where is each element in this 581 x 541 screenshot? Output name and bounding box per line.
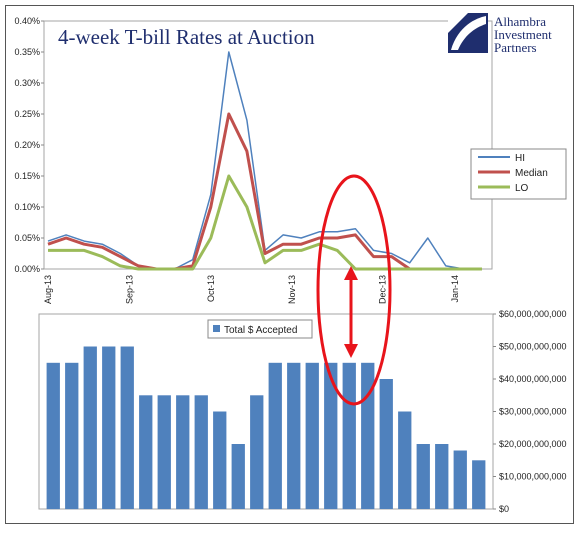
bar-y-tick-label: $40,000,000,000	[499, 374, 567, 384]
y-tick-label: 0.35%	[14, 47, 40, 57]
y-tick-label: 0.15%	[14, 171, 40, 181]
bar	[398, 411, 412, 509]
auction-legend: Total $ Accepted	[207, 319, 313, 339]
chart-frame: 4-week T-bill Rates at Auction Alhambra …	[5, 5, 574, 524]
auction-legend-box	[207, 319, 313, 339]
chart-canvas: 4-week T-bill Rates at Auction Alhambra …	[14, 13, 567, 514]
bar	[83, 346, 97, 509]
bar-y-tick-label: $30,000,000,000	[499, 407, 567, 417]
bar	[416, 444, 430, 509]
legend-label-total: Total $ Accepted	[224, 325, 297, 336]
logo-line-3: Partners	[494, 40, 537, 55]
bar	[342, 362, 356, 510]
rates-line-chart: 0.00% 0.05% 0.10% 0.15% 0.20% 0.25% 0.30% 0.35%…	[14, 16, 482, 304]
y-tick-label: 0.40%	[14, 16, 40, 26]
bar	[379, 379, 393, 509]
y-tick-label: 0.05%	[14, 233, 40, 243]
logo-notch-icon	[448, 13, 468, 33]
bar	[46, 362, 60, 510]
bar	[453, 450, 467, 509]
series-line-lo	[48, 174, 482, 271]
bar	[305, 362, 319, 510]
bar	[250, 395, 264, 510]
bar	[435, 444, 449, 509]
legend-label-median: Median	[515, 168, 548, 179]
bar-y-tick-label: $0	[499, 504, 509, 514]
legend-swatch-total	[213, 325, 220, 332]
bar	[472, 460, 486, 510]
x-tick-label: Nov-13	[287, 275, 297, 304]
arrow-down-icon	[344, 344, 358, 358]
x-tick-label: Aug-13	[43, 275, 53, 304]
y-tick-label: 0.00%	[14, 264, 40, 274]
bar	[213, 411, 227, 509]
x-tick-label: Dec-13	[378, 275, 388, 304]
legend-label-hi: HI	[515, 153, 525, 164]
bar	[324, 362, 338, 510]
logo-line-1: Alhambra	[494, 14, 546, 29]
x-tick-label: Sep-13	[124, 275, 134, 304]
rates-legend: HI Median LO	[470, 148, 567, 200]
alhambra-logo: Alhambra Investment Partners	[448, 13, 552, 55]
bar	[157, 395, 171, 510]
x-tick-label: Oct-13	[206, 275, 216, 302]
bar	[139, 395, 153, 510]
y-tick-label: 0.25%	[14, 109, 40, 119]
bar	[176, 395, 190, 510]
logo-swirl-icon	[451, 16, 486, 50]
highlight-ellipse	[316, 174, 392, 406]
bar-y-tick-label: $50,000,000,000	[499, 342, 567, 352]
bar-y-tick-label: $60,000,000,000	[499, 309, 567, 319]
logo-line-2: Investment	[494, 27, 552, 42]
bar-y-tick-label: $10,000,000,000	[499, 472, 567, 482]
legend-label-lo: LO	[515, 183, 529, 194]
bar	[231, 444, 245, 509]
bar-y-tick-label: $20,000,000,000	[499, 439, 567, 449]
chart-title: 4-week T-bill Rates at Auction	[58, 25, 315, 49]
bar	[268, 362, 282, 510]
arrow-up-icon	[344, 266, 358, 280]
bar	[194, 395, 208, 510]
rates-plot-area	[43, 20, 493, 270]
highlight-annotation	[316, 174, 392, 406]
x-tick-label: Jan-14	[450, 275, 460, 303]
bar	[102, 346, 116, 509]
bar	[65, 362, 79, 510]
auction-bar-chart: $0 $10,000,000,000 $20,000,000,000 $30,000,…	[46, 309, 567, 514]
y-tick-label: 0.20%	[14, 140, 40, 150]
bar	[120, 346, 134, 509]
y-tick-label: 0.10%	[14, 202, 40, 212]
y-tick-label: 0.30%	[14, 78, 40, 88]
bar	[287, 362, 301, 510]
